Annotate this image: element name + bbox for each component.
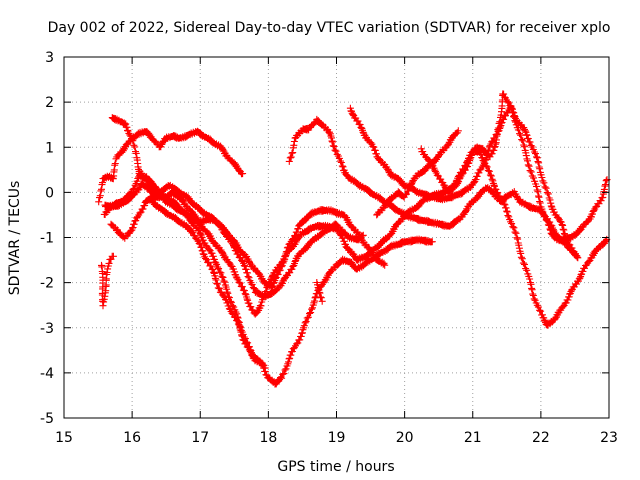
x-tick-label: 16 <box>123 430 141 446</box>
y-tick-label: 0 <box>45 185 54 201</box>
plus-markers <box>373 127 462 219</box>
x-tick-label: 20 <box>396 430 414 446</box>
plus-markers <box>95 127 247 206</box>
x-tick-label: 23 <box>600 430 618 446</box>
y-tick-label: -1 <box>40 231 54 247</box>
plus-markers <box>417 90 579 259</box>
y-tick-label: 1 <box>45 140 54 156</box>
y-tick-labels: -5 -4 -3 -2 -1 0 1 2 3 <box>40 50 54 427</box>
y-tick-label: -3 <box>40 321 54 337</box>
x-tick-label: 22 <box>532 430 550 446</box>
axis-ticks <box>63 56 610 419</box>
x-tick-label: 17 <box>191 430 209 446</box>
x-tick-label: 19 <box>328 430 346 446</box>
series-arc-7 <box>142 173 389 291</box>
series-arc-9 <box>313 279 326 305</box>
y-tick-label: -2 <box>40 276 54 292</box>
chart-title: Day 002 of 2022, Sidereal Day-to-day VTE… <box>48 20 611 36</box>
y-tick-label: 3 <box>45 50 54 66</box>
series-arc-1 <box>98 252 117 310</box>
series-arc-5 <box>100 170 269 372</box>
y-tick-label: 2 <box>45 95 54 111</box>
x-tick-label: 21 <box>464 430 482 446</box>
x-tick-label: 15 <box>55 430 73 446</box>
series-arc-11 <box>417 90 579 259</box>
plus-markers <box>100 170 269 372</box>
y-tick-label: -5 <box>40 411 54 427</box>
grid-lines <box>63 56 610 419</box>
data-points <box>95 90 611 388</box>
y-tick-label: -4 <box>40 366 54 382</box>
plus-markers <box>142 173 389 291</box>
plus-markers <box>313 279 326 305</box>
series-arc-2 <box>95 127 247 206</box>
x-axis-label: GPS time / hours <box>277 459 394 475</box>
series-arc-8 <box>285 115 611 244</box>
plus-markers <box>98 252 117 310</box>
series-arc-12 <box>373 127 462 219</box>
x-tick-label: 18 <box>259 430 277 446</box>
y-axis-label: SDTVAR / TECUs <box>7 181 23 296</box>
plus-markers <box>285 115 611 244</box>
x-tick-labels: 15 16 17 18 19 20 21 22 23 <box>55 430 618 446</box>
